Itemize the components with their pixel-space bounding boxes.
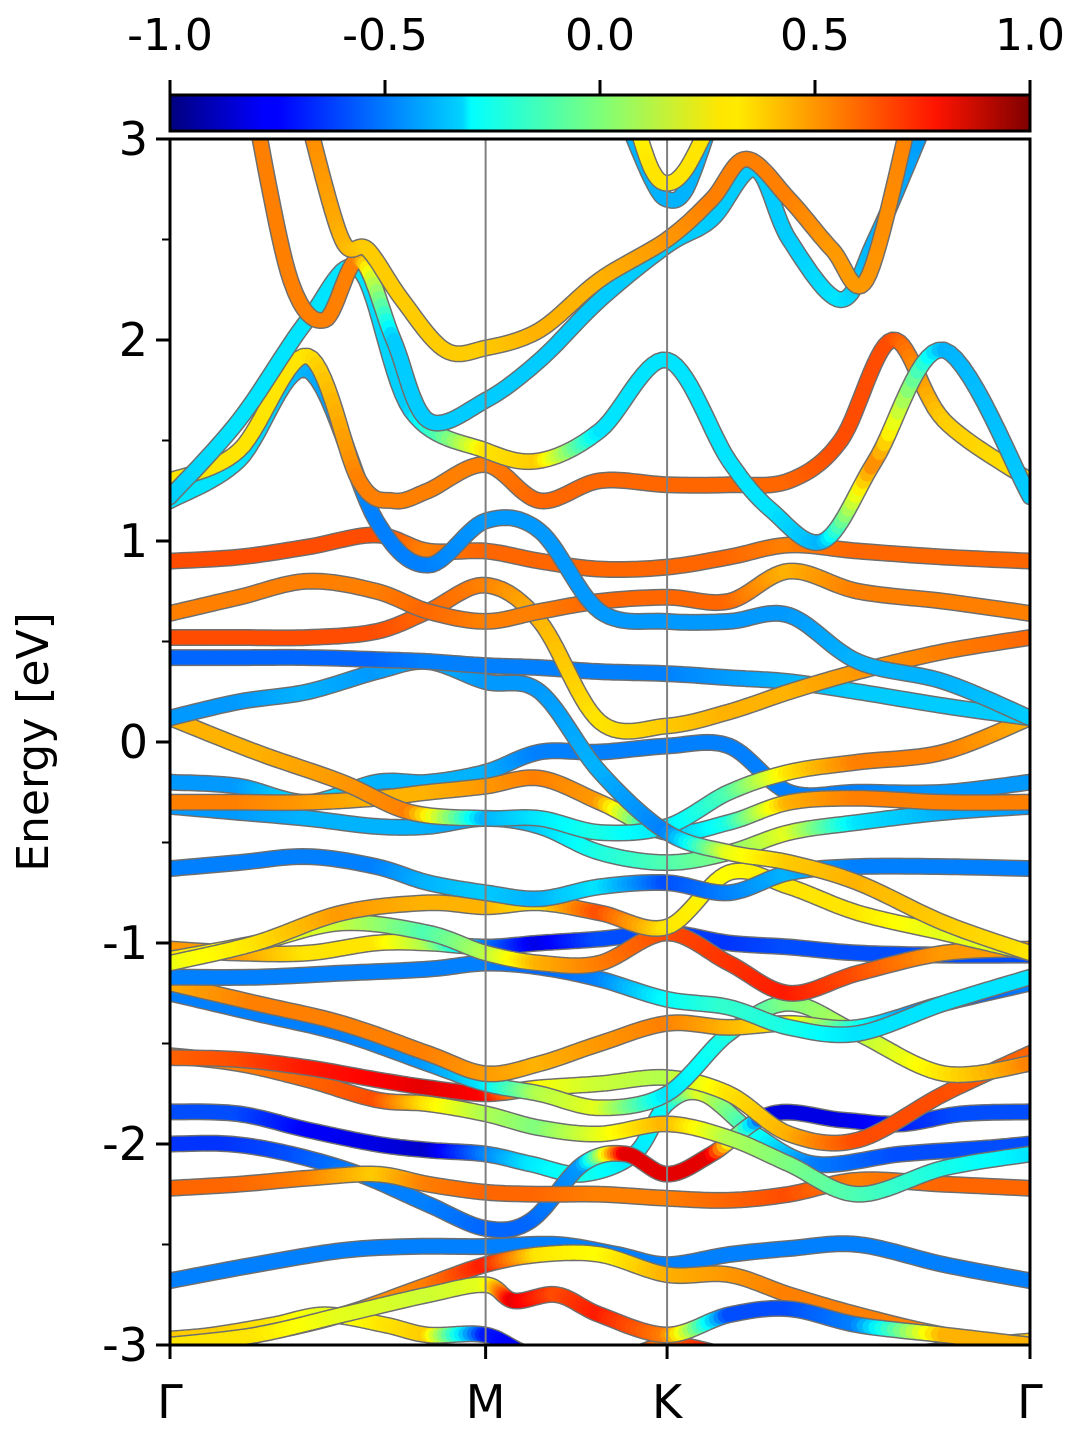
band-segment [653,1347,658,1348]
band-segment [535,1356,539,1357]
band-segment [524,1353,528,1354]
band-segment [174,1348,178,1349]
band-segment [575,1364,580,1365]
band-segment [734,1356,740,1357]
band-segment [689,1346,693,1347]
band-24 [170,535,1030,570]
band-segment [864,1360,870,1361]
band-segment [934,1350,941,1351]
band-segment [876,1358,882,1359]
band-segment [752,1359,758,1360]
band-segment [559,1362,564,1363]
colorbar-tick-label: 0.5 [780,10,850,61]
band-segment [940,1350,947,1351]
colorbar-tick-label: -0.5 [342,10,428,61]
band-segment [883,1357,889,1358]
bands [170,119,1030,1365]
band-segment [920,1352,927,1353]
band-segment [846,1362,852,1363]
band-segment [610,1362,615,1363]
band-segment [870,1359,876,1360]
band-segment [554,1361,559,1362]
band-segment [705,1350,709,1351]
band-segment [966,1347,972,1348]
band-segment [697,1348,701,1349]
band-segment [719,1353,724,1354]
band-segment [693,1347,697,1348]
band-segment [790,1364,796,1365]
band-segment [624,1357,629,1359]
band-segment [710,1351,715,1352]
band-segment [746,1358,752,1359]
colorbar-ticks: -1.0 -0.5 0.0 0.5 1.0 [127,10,1065,95]
band-segment [644,1349,649,1351]
band-segment [895,1355,901,1356]
band-segment [527,1354,531,1355]
band-segment [914,1353,921,1354]
band-segment [833,1364,839,1365]
band-segment [605,1364,610,1365]
band-segment [520,1351,524,1353]
band-segment [629,1355,634,1357]
band-segment [178,1347,183,1348]
band-segment [858,1360,864,1361]
band-segment [531,1355,535,1356]
band-segment [927,1351,934,1352]
band-segment [889,1356,895,1357]
band-segment [777,1362,783,1363]
band-segment [701,1349,705,1350]
band-segment [648,1348,653,1350]
band-segment [758,1360,764,1361]
band-segment [907,1354,914,1355]
band-15 [170,857,1030,899]
band-segment [840,1363,846,1364]
band-segment [740,1357,746,1358]
colorbar-tick-label: 1.0 [995,10,1065,61]
band-segment [517,1350,520,1352]
band-segment [634,1353,639,1355]
band-segment [564,1363,569,1364]
band-segment [852,1361,858,1362]
band-segment [724,1354,729,1355]
band-segment [947,1349,954,1350]
band-segment [600,1365,605,1366]
band-segment [714,1352,719,1353]
band-segment [514,1348,517,1350]
colorbar-tick-label: -1.0 [127,10,213,61]
band-segment [764,1360,770,1361]
colorbar-tick-label: 0.0 [565,10,635,61]
band-segment [615,1361,620,1363]
band-segment [544,1358,549,1359]
band-segment [569,1363,574,1364]
band-segment [771,1361,777,1362]
band-segment [953,1348,959,1349]
band-segment [549,1360,554,1361]
band-segment [540,1357,545,1358]
band-segment [783,1363,789,1364]
band-segment [729,1355,734,1356]
band-segment [901,1354,907,1355]
band-segment [619,1359,624,1361]
colorbar [170,95,1030,131]
band-segment [639,1351,644,1353]
band-segment [960,1347,966,1348]
